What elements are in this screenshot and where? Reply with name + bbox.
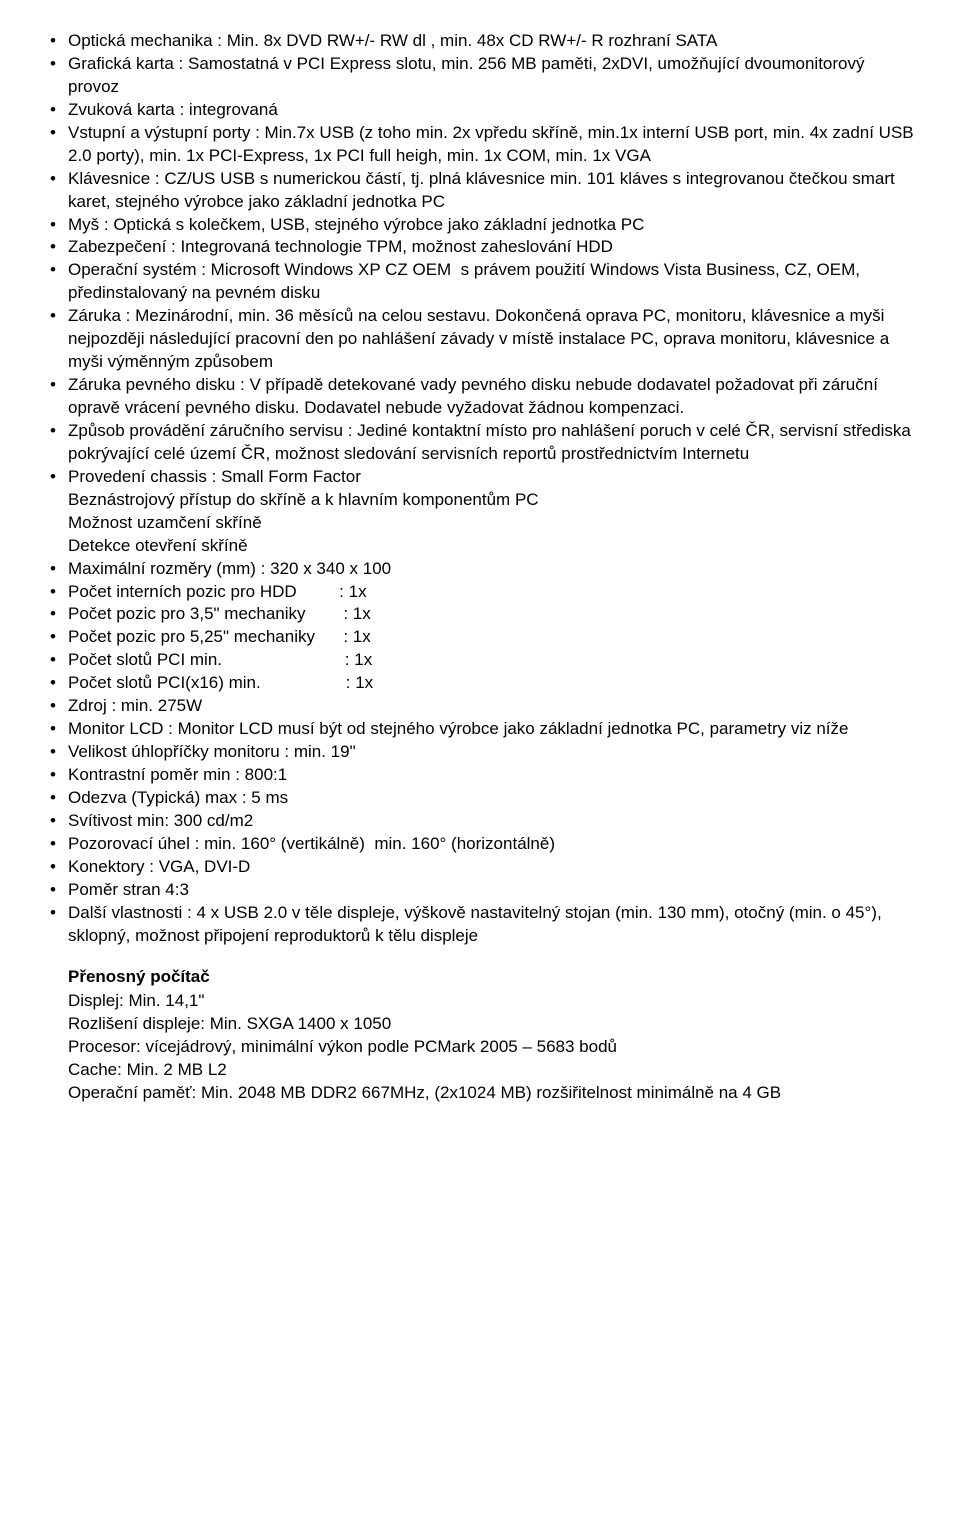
spec-text: Záruka pevného disku : V případě detekov… <box>68 375 883 417</box>
spec-text: Počet slotů PCI(x16) min. : 1x <box>68 673 373 692</box>
spec-item: Maximální rozměry (mm) : 320 x 340 x 100 <box>40 558 920 581</box>
spec-text: Pozorovací úhel : min. 160° (vertikálně)… <box>68 834 555 853</box>
portable-spec-block: Displej: Min. 14,1" Rozlišení displeje: … <box>40 990 920 1105</box>
spec-item: Odezva (Typická) max : 5 ms <box>40 787 920 810</box>
spec-text: Další vlastnosti : 4 x USB 2.0 v těle di… <box>68 903 886 945</box>
spec-item: Pozorovací úhel : min. 160° (vertikálně)… <box>40 833 920 856</box>
spec-text: Velikost úhlopříčky monitoru : min. 19" <box>68 742 356 761</box>
document-page: Optická mechanika : Min. 8x DVD RW+/- RW… <box>0 0 960 1145</box>
spec-text: Zabezpečení : Integrovaná technologie TP… <box>68 237 613 256</box>
spec-text: Počet slotů PCI min. : 1x <box>68 650 372 669</box>
spec-text: Grafická karta : Samostatná v PCI Expres… <box>68 54 869 96</box>
spec-text: Zdroj : min. 275W <box>68 696 202 715</box>
spec-text: Počet pozic pro 5,25" mechaniky : 1x <box>68 627 371 646</box>
spec-item: Počet slotů PCI min. : 1x <box>40 649 920 672</box>
spec-text: Poměr stran 4:3 <box>68 880 189 899</box>
spec-text: Operační systém : Microsoft Windows XP C… <box>68 260 869 302</box>
spec-item: Kontrastní poměr min : 800:1 <box>40 764 920 787</box>
spec-text: Konektory : VGA, DVI-D <box>68 857 250 876</box>
portable-spec-line: Rozlišení displeje: Min. SXGA 1400 x 105… <box>40 1013 920 1036</box>
spec-item: Další vlastnosti : 4 x USB 2.0 v těle di… <box>40 902 920 948</box>
spec-text: Kontrastní poměr min : 800:1 <box>68 765 287 784</box>
spec-text: Způsob provádění záručního servisu : Jed… <box>68 421 916 463</box>
spec-item: Zdroj : min. 275W <box>40 695 920 718</box>
portable-spec-line: Procesor: vícejádrový, minimální výkon p… <box>40 1036 920 1059</box>
spec-item: Záruka : Mezinárodní, min. 36 měsíců na … <box>40 305 920 374</box>
spec-item: Monitor LCD : Monitor LCD musí být od st… <box>40 718 920 741</box>
portable-spec-line: Operační paměť: Min. 2048 MB DDR2 667MHz… <box>40 1082 920 1105</box>
portable-spec-line: Cache: Min. 2 MB L2 <box>40 1059 920 1082</box>
spec-list-main: Optická mechanika : Min. 8x DVD RW+/- RW… <box>40 30 920 948</box>
spec-item: Zabezpečení : Integrovaná technologie TP… <box>40 236 920 259</box>
spec-item: Záruka pevného disku : V případě detekov… <box>40 374 920 420</box>
spec-text: Myš : Optická s kolečkem, USB, stejného … <box>68 215 644 234</box>
spec-item: Počet slotů PCI(x16) min. : 1x <box>40 672 920 695</box>
spec-item: Klávesnice : CZ/US USB s numerickou část… <box>40 168 920 214</box>
spec-item: Provedení chassis : Small Form Factor Be… <box>40 466 920 558</box>
spec-item: Vstupní a výstupní porty : Min.7x USB (z… <box>40 122 920 168</box>
spec-text: Odezva (Typická) max : 5 ms <box>68 788 288 807</box>
spec-text: Maximální rozměry (mm) : 320 x 340 x 100 <box>68 559 391 578</box>
spec-text: Vstupní a výstupní porty : Min.7x USB (z… <box>68 123 918 165</box>
spec-item: Velikost úhlopříčky monitoru : min. 19" <box>40 741 920 764</box>
spec-item: Svítivost min: 300 cd/m2 <box>40 810 920 833</box>
spec-text: Počet pozic pro 3,5" mechaniky : 1x <box>68 604 371 623</box>
spec-text: Počet interních pozic pro HDD : 1x <box>68 582 367 601</box>
spec-text: Záruka : Mezinárodní, min. 36 měsíců na … <box>68 306 894 371</box>
spec-item: Počet interních pozic pro HDD : 1x <box>40 581 920 604</box>
spec-text: Provedení chassis : Small Form Factor Be… <box>68 467 539 555</box>
spec-item: Počet pozic pro 5,25" mechaniky : 1x <box>40 626 920 649</box>
spec-item: Způsob provádění záručního servisu : Jed… <box>40 420 920 466</box>
spec-item: Zvuková karta : integrovaná <box>40 99 920 122</box>
section-title-portable: Přenosný počítač <box>40 966 920 989</box>
spec-item: Poměr stran 4:3 <box>40 879 920 902</box>
spec-item: Operační systém : Microsoft Windows XP C… <box>40 259 920 305</box>
spec-item: Myš : Optická s kolečkem, USB, stejného … <box>40 214 920 237</box>
portable-spec-line: Displej: Min. 14,1" <box>40 990 920 1013</box>
spec-text: Klávesnice : CZ/US USB s numerickou část… <box>68 169 899 211</box>
spec-item: Konektory : VGA, DVI-D <box>40 856 920 879</box>
spec-item: Grafická karta : Samostatná v PCI Expres… <box>40 53 920 99</box>
spec-item: Optická mechanika : Min. 8x DVD RW+/- RW… <box>40 30 920 53</box>
spec-text: Svítivost min: 300 cd/m2 <box>68 811 253 830</box>
spec-text: Monitor LCD : Monitor LCD musí být od st… <box>68 719 848 738</box>
spec-text: Zvuková karta : integrovaná <box>68 100 278 119</box>
spec-item: Počet pozic pro 3,5" mechaniky : 1x <box>40 603 920 626</box>
spec-text: Optická mechanika : Min. 8x DVD RW+/- RW… <box>68 31 717 50</box>
